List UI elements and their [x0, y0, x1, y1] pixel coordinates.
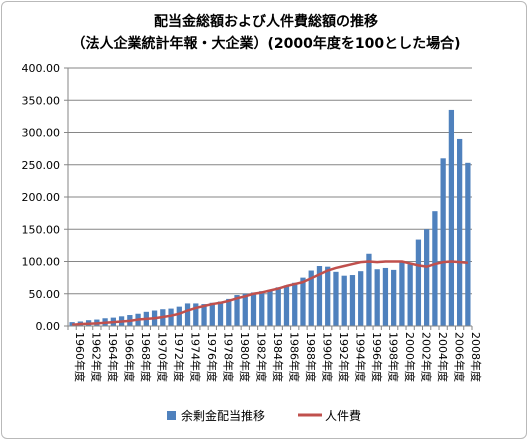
- y-tick-label: 200.00: [22, 191, 61, 204]
- gridlines: [68, 67, 472, 295]
- bar: [201, 304, 207, 326]
- bar: [399, 261, 405, 326]
- bar: [242, 293, 248, 326]
- bar: [316, 266, 323, 326]
- bar: [382, 267, 389, 326]
- bar: [391, 269, 397, 326]
- x-tick-label: 1966年度: [123, 332, 137, 382]
- x-tick-label: 1964年度: [106, 332, 120, 382]
- x-tick-label: 1968年度: [139, 332, 153, 382]
- legend-label-line: 人件費: [325, 408, 361, 423]
- y-tick-label: 350.00: [22, 94, 61, 107]
- x-tick-label: 1976年度: [205, 332, 219, 382]
- bar: [349, 275, 356, 326]
- x-tick-label: 1990年度: [320, 332, 334, 382]
- bar: [168, 308, 174, 326]
- bar: [358, 271, 364, 326]
- chart-subtitle: （法人企業統計年報・大企業）(2000年度を100とした場合): [72, 35, 461, 52]
- bar: [267, 289, 273, 326]
- y-tick-label: 50.00: [29, 288, 61, 301]
- y-tick-label: 300.00: [22, 127, 61, 140]
- y-tick-label: 250.00: [22, 159, 61, 172]
- legend-label-bar: 余剰金配当推移: [181, 408, 265, 423]
- x-tick-label: 1998年度: [386, 332, 400, 382]
- bar: [465, 162, 471, 326]
- x-tick-label: 1974年度: [189, 332, 203, 382]
- bar: [448, 109, 455, 326]
- bar: [456, 138, 463, 326]
- y-tick-label: 400.00: [22, 62, 61, 75]
- x-tick-label: 2004年度: [436, 332, 450, 382]
- bar: [424, 229, 430, 326]
- y-tick-label: 150.00: [22, 223, 61, 236]
- x-tick-label: 1962年度: [90, 332, 104, 382]
- bar: [176, 306, 182, 326]
- bar: [234, 295, 240, 326]
- bar: [184, 303, 191, 326]
- bar: [283, 285, 290, 326]
- line-series-path: [72, 260, 468, 326]
- x-tick-label: 2002年度: [419, 332, 433, 382]
- y-axis-ticks: 0.00 50.00 100.00 150.00 200.00 250.00 300.00 3…: [22, 62, 68, 333]
- bar: [308, 270, 314, 326]
- bar: [300, 277, 306, 326]
- x-tick-label: 1984年度: [271, 332, 285, 382]
- y-tick-label: 0.00: [36, 320, 61, 333]
- axes: [67, 68, 472, 327]
- x-tick-label: 1970年度: [156, 332, 170, 382]
- y-tick-label: 100.00: [22, 256, 61, 269]
- bar: [325, 266, 331, 326]
- bar: [217, 301, 224, 326]
- x-tick-label: 1992年度: [337, 332, 351, 382]
- bar: [374, 269, 380, 326]
- bar: [366, 253, 372, 326]
- bar: [275, 287, 281, 326]
- x-tick-label: 2000年度: [403, 332, 417, 382]
- bar: [341, 275, 347, 326]
- bar-series: [69, 109, 471, 326]
- bar: [250, 292, 257, 326]
- x-tick-label: 1972年度: [172, 332, 186, 382]
- x-tick-label: 1980年度: [238, 332, 252, 382]
- bar: [415, 239, 422, 326]
- x-tick-label: 1960年度: [73, 332, 87, 382]
- bar: [259, 291, 265, 326]
- chart-title: 配当金総額および人件費総額の推移: [154, 13, 378, 30]
- bar: [209, 302, 215, 326]
- bar: [333, 271, 339, 326]
- x-tick-label: 1996年度: [370, 332, 384, 382]
- bar: [407, 264, 413, 326]
- bar: [226, 298, 232, 326]
- legend-swatch-bar: [167, 411, 176, 420]
- x-tick-label: 2006年度: [452, 332, 466, 382]
- x-tick-label: 1978年度: [222, 332, 236, 382]
- bar: [432, 211, 438, 326]
- bar: [193, 303, 199, 326]
- bar: [292, 282, 298, 326]
- legend: 余剰金配当推移 人件費: [167, 408, 361, 423]
- bar: [440, 158, 446, 326]
- x-tick-label: 1982年度: [255, 332, 269, 382]
- x-tick-label: 1986年度: [287, 332, 301, 382]
- line-series: [72, 260, 468, 326]
- x-axis-ticks: 1960年度 1962年度 1964年度 1966年度 1968年度 1970年度 1972…: [67, 326, 483, 382]
- x-tick-label: 1994年度: [353, 332, 367, 382]
- x-tick-label: 1988年度: [304, 332, 318, 382]
- x-tick-label: 2008年度: [469, 332, 483, 382]
